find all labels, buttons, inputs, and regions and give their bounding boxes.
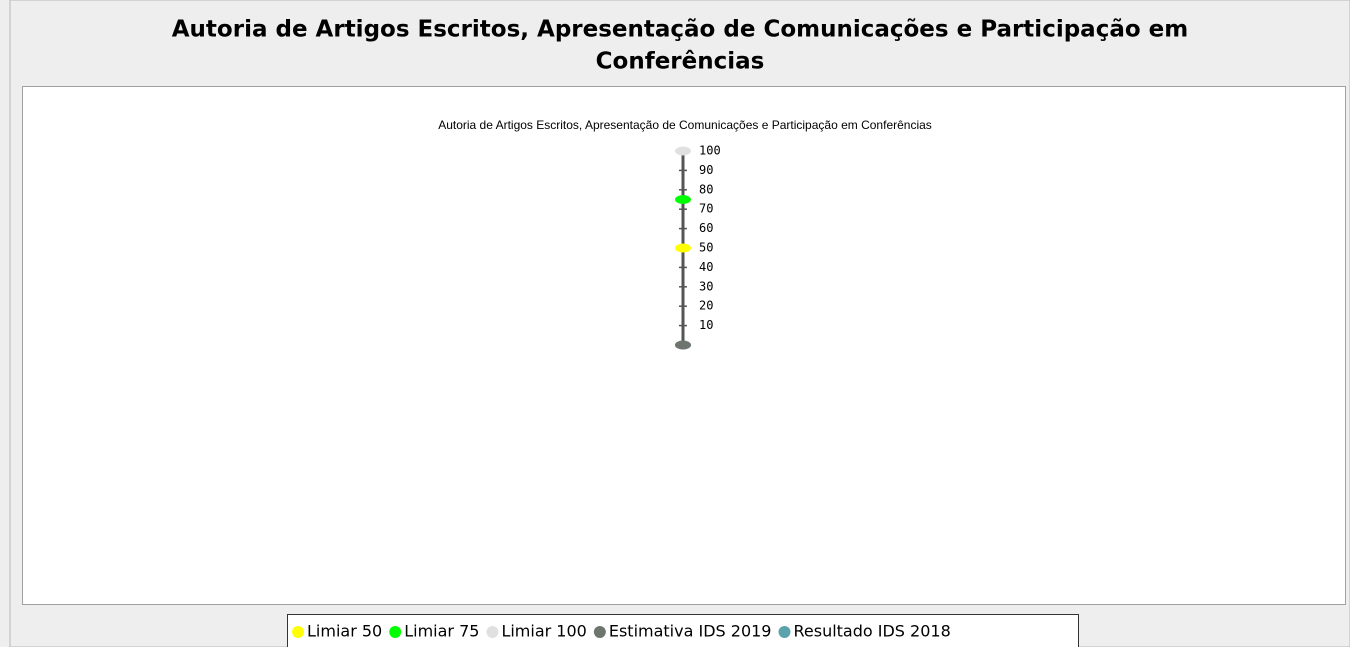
legend-swatch [292, 626, 304, 638]
legend-label: Limiar 75 [404, 622, 479, 641]
legend-swatch [486, 626, 499, 638]
y-tick-label: 100 [699, 144, 721, 158]
legend-label: Resultado IDS 2018 [793, 622, 950, 641]
legend-swatch [593, 626, 606, 638]
legend-swatch [778, 626, 791, 638]
y-tick-label: 20 [699, 299, 713, 313]
marker [675, 195, 691, 204]
y-tick-label: 30 [699, 279, 713, 293]
page-title: Autoria de Artigos Escritos, Apresentaçã… [172, 17, 1188, 43]
legend [287, 614, 1079, 647]
y-tick-label: 50 [699, 241, 713, 255]
y-tick-label: 80 [699, 182, 713, 196]
chart-title: Autoria de Artigos Escritos, Apresentaçã… [438, 118, 932, 132]
legend-swatch [389, 626, 402, 638]
legend-label: Limiar 100 [501, 622, 586, 641]
marker [675, 340, 691, 350]
marker [675, 146, 691, 156]
y-tick-label: 10 [699, 318, 713, 332]
y-tick-label: 40 [699, 260, 713, 274]
legend-label: Estimativa IDS 2019 [609, 622, 772, 641]
legend-label: Limiar 50 [307, 622, 382, 641]
y-tick-label: 60 [699, 221, 713, 235]
page-title: Conferências [596, 49, 765, 75]
marker [675, 243, 691, 253]
y-tick-label: 70 [699, 202, 713, 216]
y-tick-label: 90 [699, 163, 713, 177]
